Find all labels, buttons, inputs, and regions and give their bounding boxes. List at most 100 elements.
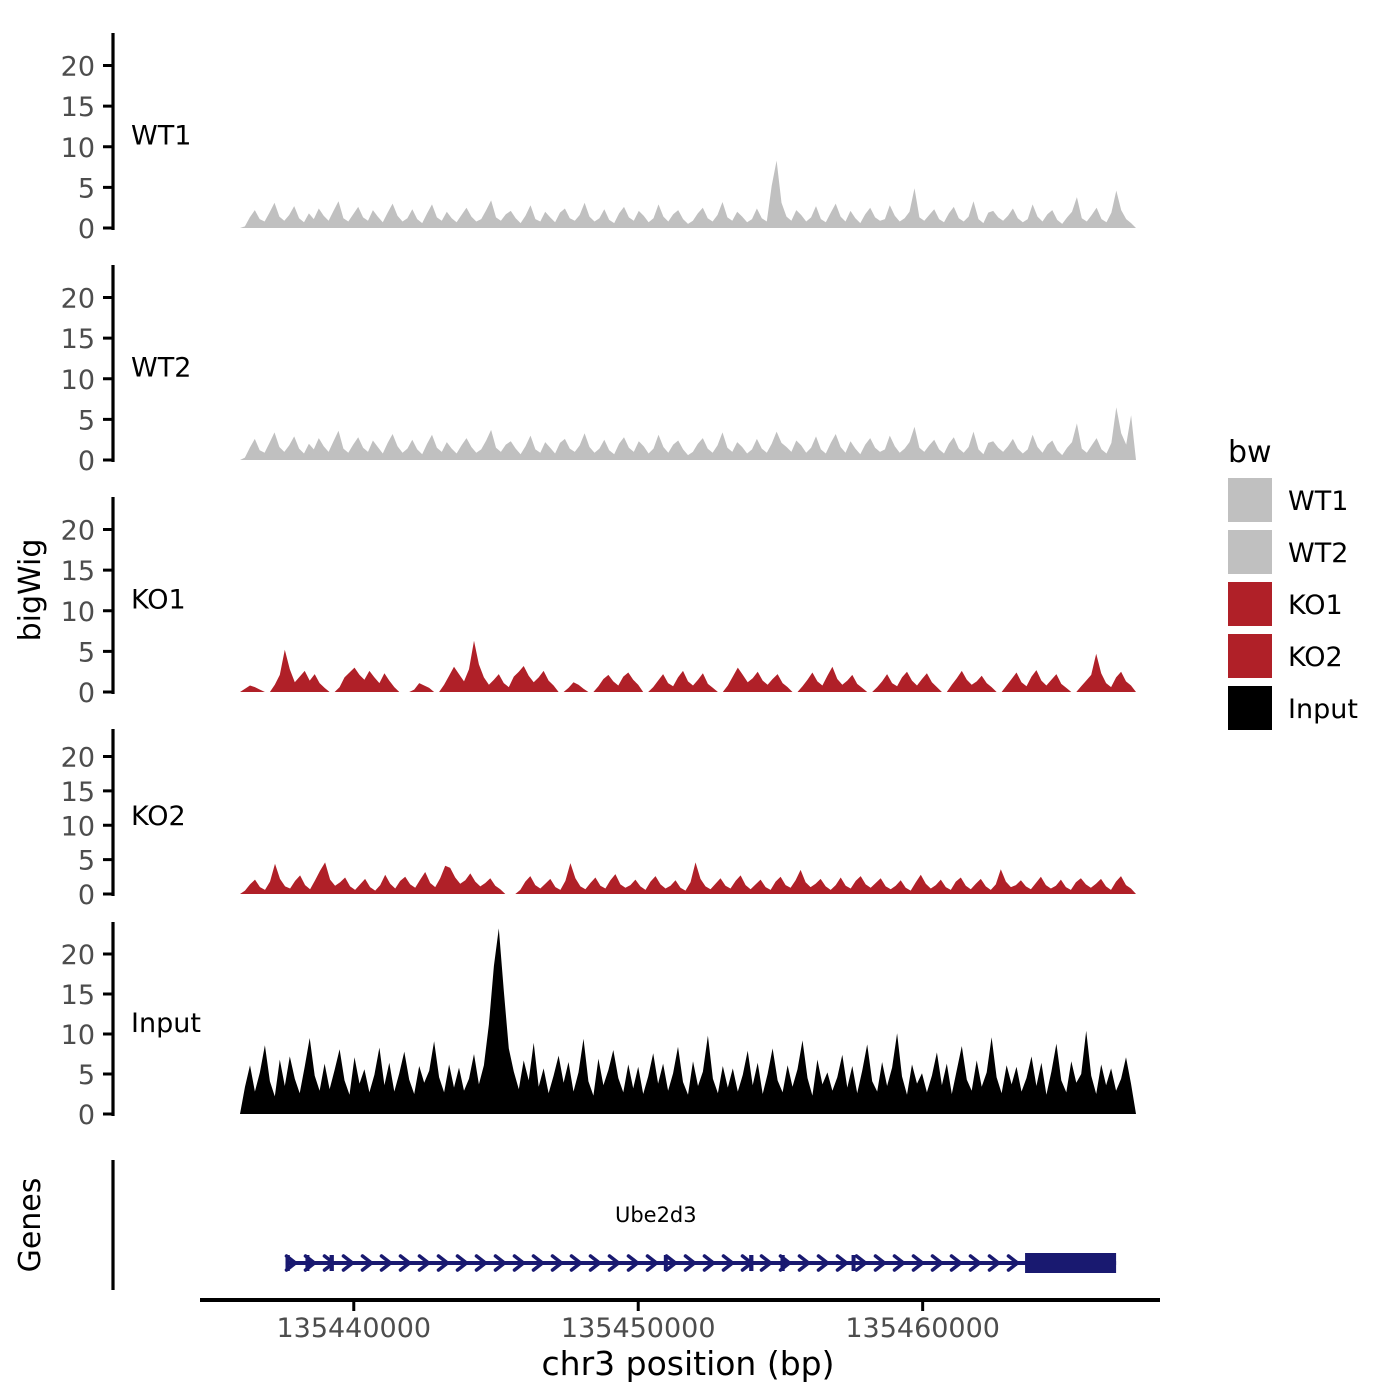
y-tick-label: 5 xyxy=(78,637,95,668)
gene-strand-arrow xyxy=(892,1254,906,1272)
x-tick-label: 135460000 xyxy=(845,1313,1000,1344)
signal-area-ko2 xyxy=(240,862,1136,894)
y-tick-label: 5 xyxy=(78,173,95,204)
legend: bw WT1 WT2 KO1 KO2 Input xyxy=(1228,435,1358,730)
signal-area-wt2 xyxy=(240,407,1136,460)
y-tick-label: 10 xyxy=(61,1020,95,1051)
y-tick-label: 5 xyxy=(78,1060,95,1091)
y-tick-label: 0 xyxy=(78,678,95,709)
y-tick-label: 15 xyxy=(61,324,95,355)
gene-strand-arrow xyxy=(588,1254,602,1272)
gene-exon xyxy=(285,1255,290,1271)
y-tick-label: 10 xyxy=(61,365,95,396)
y-tick-label: 20 xyxy=(61,284,95,315)
gene-exon xyxy=(1025,1253,1117,1273)
legend-title: bw xyxy=(1228,435,1272,470)
y-tick-label: 15 xyxy=(61,980,95,1011)
gene-strand-arrow xyxy=(721,1254,735,1272)
y-tick-label: 15 xyxy=(61,777,95,808)
legend-swatch-wt1[interactable] xyxy=(1228,478,1272,522)
gene-strand-arrow xyxy=(797,1254,811,1272)
gene-exon xyxy=(749,1255,754,1271)
track-label-input: Input xyxy=(131,1008,201,1039)
gene-strand-arrow xyxy=(911,1254,925,1272)
track-label-ko2: KO2 xyxy=(131,801,186,832)
gene-strand-arrow xyxy=(474,1254,488,1272)
gene-strand-arrow xyxy=(683,1254,697,1272)
x-tick-label: 135450000 xyxy=(561,1313,716,1344)
y-axis-title: bigWig xyxy=(13,539,48,642)
x-tick-label: 135440000 xyxy=(276,1313,431,1344)
y-tick-label: 5 xyxy=(78,405,95,436)
track-panel-ko1: 0 5 10 15 20 KO1 xyxy=(61,497,1136,709)
gene-exon xyxy=(851,1255,856,1271)
legend-swatch-wt2[interactable] xyxy=(1228,530,1272,574)
gene-strand-arrow xyxy=(379,1254,393,1272)
y-tick-label: 0 xyxy=(78,446,95,477)
gene-strand-arrow xyxy=(360,1254,374,1272)
track-label-ko1: KO1 xyxy=(131,584,186,615)
y-tick-label: 0 xyxy=(78,1100,95,1131)
gene-strand-arrow xyxy=(873,1254,887,1272)
signal-area-input xyxy=(240,928,1136,1114)
track-panel-wt2: 0 5 10 15 20 WT2 xyxy=(61,265,1136,477)
signal-area-ko1 xyxy=(240,640,1136,692)
gene-strand-arrow xyxy=(493,1254,507,1272)
track-panel-wt1: 0 5 10 15 20 WT1 xyxy=(61,33,1136,245)
genes-panel: Ube2d3 xyxy=(111,1160,1117,1290)
gene-strand-arrow xyxy=(759,1254,773,1272)
y-tick-label: 0 xyxy=(78,214,95,245)
legend-swatch-input[interactable] xyxy=(1228,686,1272,730)
track-panel-input: 0 5 10 15 20 Input xyxy=(61,922,1136,1131)
x-axis: 135440000 135450000 135460000 chr3 position… xyxy=(200,1298,1160,1383)
signal-area-wt1 xyxy=(240,160,1136,228)
gene-strand-arrow xyxy=(854,1254,868,1272)
gene-strand-arrow xyxy=(835,1254,849,1272)
y-tick-label: 15 xyxy=(61,556,95,587)
legend-label-input: Input xyxy=(1288,694,1358,725)
gene-strand-arrow xyxy=(664,1254,678,1272)
gene-strand-arrow xyxy=(531,1254,545,1272)
y-tick-label: 20 xyxy=(61,940,95,971)
y-tick-label: 20 xyxy=(61,516,95,547)
y-tick-label: 5 xyxy=(78,846,95,877)
gene-exon xyxy=(780,1255,785,1271)
gene-strand-arrow xyxy=(455,1254,469,1272)
y-tick-label: 20 xyxy=(61,743,95,774)
y-tick-label: 20 xyxy=(61,52,95,83)
gene-strand-arrow xyxy=(645,1254,659,1272)
gene-strand-arrow xyxy=(816,1254,830,1272)
y-tick-label: 15 xyxy=(61,92,95,123)
gene-strand-arrow xyxy=(569,1254,583,1272)
genes-axis-title: Genes xyxy=(13,1178,48,1273)
legend-swatch-ko1[interactable] xyxy=(1228,582,1272,626)
gene-strand-arrow xyxy=(1006,1254,1020,1272)
track-label-wt2: WT2 xyxy=(131,352,191,383)
y-tick-label: 10 xyxy=(61,597,95,628)
gene-strand-arrow xyxy=(930,1254,944,1272)
x-axis-title: chr3 position (bp) xyxy=(542,1344,835,1383)
gene-strand-arrow xyxy=(417,1254,431,1272)
legend-label-wt2: WT2 xyxy=(1288,538,1348,569)
gene-strand-arrow xyxy=(607,1254,621,1272)
gene-name-label: Ube2d3 xyxy=(615,1203,697,1227)
legend-label-ko1: KO1 xyxy=(1288,590,1343,621)
y-tick-label: 10 xyxy=(61,811,95,842)
gene-exon xyxy=(329,1255,334,1271)
legend-label-wt1: WT1 xyxy=(1288,486,1348,517)
gene-strand-arrow xyxy=(436,1254,450,1272)
y-tick-label: 0 xyxy=(78,880,95,911)
gene-exon xyxy=(663,1255,668,1271)
gene-strand-arrow xyxy=(968,1254,982,1272)
legend-label-ko2: KO2 xyxy=(1288,642,1343,673)
y-tick-label: 10 xyxy=(61,133,95,164)
gene-strand-arrow xyxy=(949,1254,963,1272)
gene-exon xyxy=(305,1255,310,1271)
legend-swatch-ko2[interactable] xyxy=(1228,634,1272,678)
gene-strand-arrow xyxy=(702,1254,716,1272)
gene-strand-arrow xyxy=(626,1254,640,1272)
gene-strand-arrow xyxy=(512,1254,526,1272)
